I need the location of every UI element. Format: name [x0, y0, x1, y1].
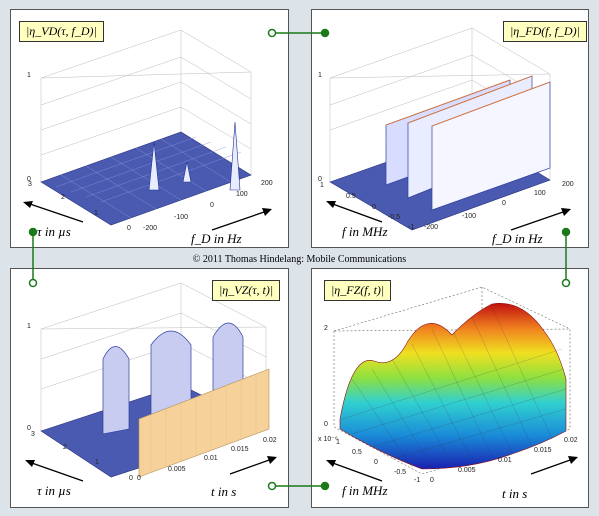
vd-peak-1	[148, 141, 160, 191]
fd-axis-f: f in MHz	[342, 224, 388, 239]
vz-left-tick-0: 3	[31, 431, 35, 438]
fz-left-tick-1: 0.5	[352, 449, 362, 456]
fz-left-tick-2: 0	[374, 459, 378, 466]
vz-plane	[138, 368, 270, 478]
fz-right-tick-1: 0.005	[458, 467, 476, 474]
fz-right-tick-2: 0.01	[498, 457, 512, 464]
vz-right-tick-1: 0.005	[168, 466, 186, 473]
fd-right-tick-4: 200	[562, 181, 574, 188]
vd-right-tick-1: -100	[174, 214, 189, 221]
fz-right-tick-3: 0.015	[534, 447, 552, 454]
fz-axis-t: t in s	[502, 486, 528, 501]
fz-left-tick-3: -0.5	[394, 469, 407, 476]
panel-vz: |η_VZ(τ, t)| 0 1 3 2 1 0 0 0.005 0.01 0.…	[10, 268, 289, 508]
fd-axis-fd: f_D in Hz	[492, 231, 543, 246]
vd-right-tick-4: 200	[261, 180, 273, 187]
vz-right-tick-0: 0	[137, 475, 141, 482]
fd-right-tick-3: 100	[534, 190, 546, 197]
vd-left-tick-2: 1	[94, 210, 98, 217]
fd-right-tick-2: 0	[502, 200, 506, 207]
panel-fz: |η_FZ(f, t)| 0 2 x 10⁻⁶ 1 0.5 0 -0.5 -1 …	[311, 268, 589, 508]
vd-label: |η_VD(τ, f_D)|	[19, 21, 104, 42]
vz-lobe-2	[150, 330, 192, 420]
vz-z-tick-10: 1	[27, 323, 31, 330]
fd-left-tick-3: -0.5	[388, 214, 401, 221]
vd-left-tick-0: 3	[28, 181, 32, 188]
fz-left-tick-4: -1	[414, 477, 421, 484]
vz-right-tick-3: 0.015	[231, 446, 249, 453]
vd-right-tick-0: -200	[143, 225, 158, 232]
fd-surface-plot	[329, 27, 551, 231]
fd-right-tick-1: -100	[462, 213, 477, 220]
vz-left-tick-2: 1	[95, 459, 99, 466]
fd-axis-arrows	[326, 201, 571, 231]
vz-z-tick-0: 0	[27, 425, 31, 432]
vz-left-tick-3: 0	[129, 475, 133, 482]
vd-z-tick-10: 1	[27, 72, 31, 79]
vz-right-tick-2: 0.01	[204, 455, 218, 462]
fd-left-tick-1: 0.5	[346, 193, 356, 200]
fd-left-tick-4: -1	[408, 224, 415, 231]
vd-right-tick-2: 0	[210, 202, 214, 209]
fd-z-tick-10: 1	[318, 72, 322, 79]
fz-label: |η_FZ(f, t)|	[324, 280, 392, 301]
vz-surface-plot	[40, 282, 270, 478]
vd-axis-tau: τ in µs	[37, 224, 71, 239]
panel-fd: |η_FD(f, f_D)| 0 1 1 0.5 0 -0.5 -1 -200 …	[311, 9, 589, 248]
vd-z-tick-0: 0	[27, 176, 31, 183]
vd-peak-3	[229, 121, 241, 191]
fd-left-tick-2: 0	[372, 204, 376, 211]
vd-left-tick-3: 0	[127, 225, 131, 232]
vd-axis-fd: f_D in Hz	[191, 231, 242, 246]
fd-label: |η_FD(f, f_D)|	[503, 21, 587, 42]
fz-z-tick-0: 0	[324, 421, 328, 428]
vd-peak-2	[182, 161, 192, 183]
fz-exponent: x 10⁻⁶	[318, 436, 338, 443]
fz-surface	[339, 303, 567, 470]
panel-vd: |η_VD(τ, f_D)| 0 1 3 2 1 0 -200 -100 0 1…	[10, 9, 289, 248]
vz-lobe-1	[102, 346, 130, 435]
fz-surface-plot	[333, 286, 571, 475]
fd-z-tick-0: 0	[318, 176, 322, 183]
fz-left-tick-0: 1	[336, 439, 340, 446]
vd-axis-arrows	[23, 201, 272, 231]
fz-right-tick-0: 0	[430, 477, 434, 484]
vz-label: |η_VZ(τ, t)|	[212, 280, 281, 301]
vz-left-tick-1: 2	[63, 444, 67, 451]
vd-left-tick-1: 2	[61, 194, 65, 201]
fd-right-tick-0: -200	[424, 224, 439, 231]
vz-axis-arrows	[25, 456, 277, 482]
fz-z-tick-10: 2	[324, 325, 328, 332]
vz-lobe-3	[212, 322, 244, 400]
fz-axis-f: f in MHz	[342, 483, 388, 498]
vz-axis-tau: τ in µs	[37, 483, 71, 498]
vd-right-tick-3: 100	[236, 191, 248, 198]
vz-axis-t: t in s	[211, 484, 237, 499]
fz-axis-arrows	[326, 456, 578, 482]
fz-right-tick-4: 0.02	[564, 437, 578, 444]
vd-surface-plot	[40, 29, 252, 226]
copyright-text: © 2011 Thomas Hindelang: Mobile Communic…	[192, 254, 407, 265]
fd-left-tick-0: 1	[320, 182, 324, 189]
vz-right-tick-4: 0.02	[263, 437, 277, 444]
